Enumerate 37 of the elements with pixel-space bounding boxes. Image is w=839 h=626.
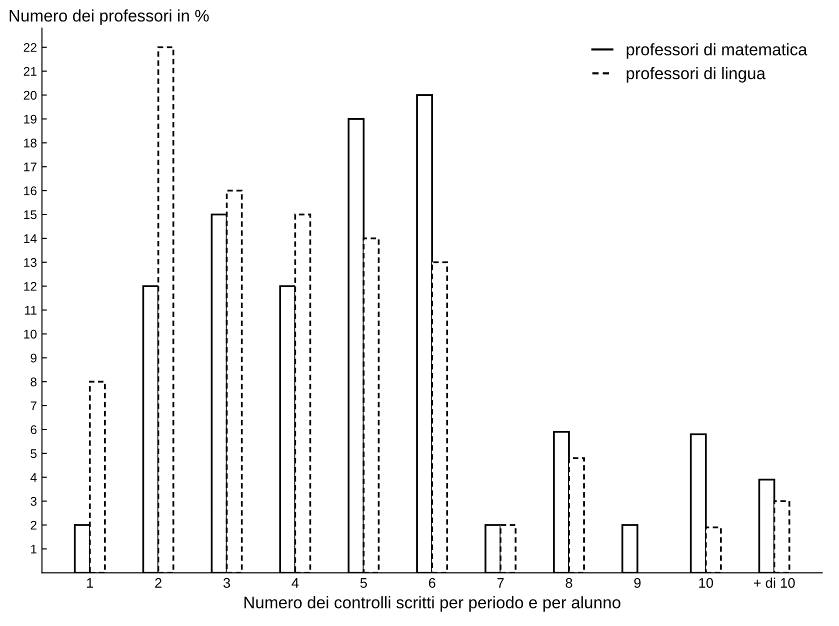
y-tick-label: 5 [30, 449, 37, 458]
x-tick-label: 10 [699, 578, 714, 588]
x-tick-label: + di 10 [754, 578, 795, 588]
y-tick-label: 19 [24, 114, 36, 124]
y-tick-label: 2 [30, 520, 36, 530]
x-tick-label: 4 [292, 578, 299, 588]
y-tick-label: 21 [24, 66, 36, 76]
y-tick-label: 7 [30, 402, 36, 410]
x-tick-label: 2 [155, 578, 162, 588]
y-tick-label: 13 [24, 258, 37, 267]
x-tick-label: 1 [87, 578, 94, 588]
x-tick-label: 6 [428, 578, 436, 588]
y-tick-label: 17 [24, 162, 36, 172]
y-tick-label: 11 [25, 306, 36, 315]
y-tick-label: 16 [24, 186, 37, 196]
y-tick-label: 6 [30, 425, 37, 434]
x-tick-label: 8 [566, 578, 572, 588]
y-tick-label: 4 [30, 473, 37, 482]
y-tick-label: 3 [30, 496, 37, 506]
x-tick-label: 3 [223, 578, 230, 588]
y-tick-label: 12 [24, 282, 36, 291]
x-tick-label: 5 [360, 578, 367, 588]
y-tick-label: 1 [31, 544, 36, 554]
y-axis-title: Numero dei professori in % [10, 9, 209, 25]
y-tick-label: 10 [24, 330, 37, 339]
x-axis-title: Numero dei controlli scritti per periodo e per alunno [244, 596, 620, 612]
x-tick-label: 9 [634, 578, 641, 588]
x-tick-label: 7 [497, 578, 504, 588]
y-tick-label: 20 [24, 90, 37, 100]
y-tick-label: 18 [24, 138, 37, 148]
legend-label: professori di lingua [626, 67, 766, 83]
legend-label: professori di matematica [626, 43, 808, 59]
y-tick-label: 9 [30, 354, 36, 362]
y-tick-label: 22 [24, 43, 36, 52]
y-tick-label: 15 [24, 210, 37, 220]
y-tick-label: 8 [30, 377, 37, 386]
y-tick-label: 14 [24, 234, 37, 243]
